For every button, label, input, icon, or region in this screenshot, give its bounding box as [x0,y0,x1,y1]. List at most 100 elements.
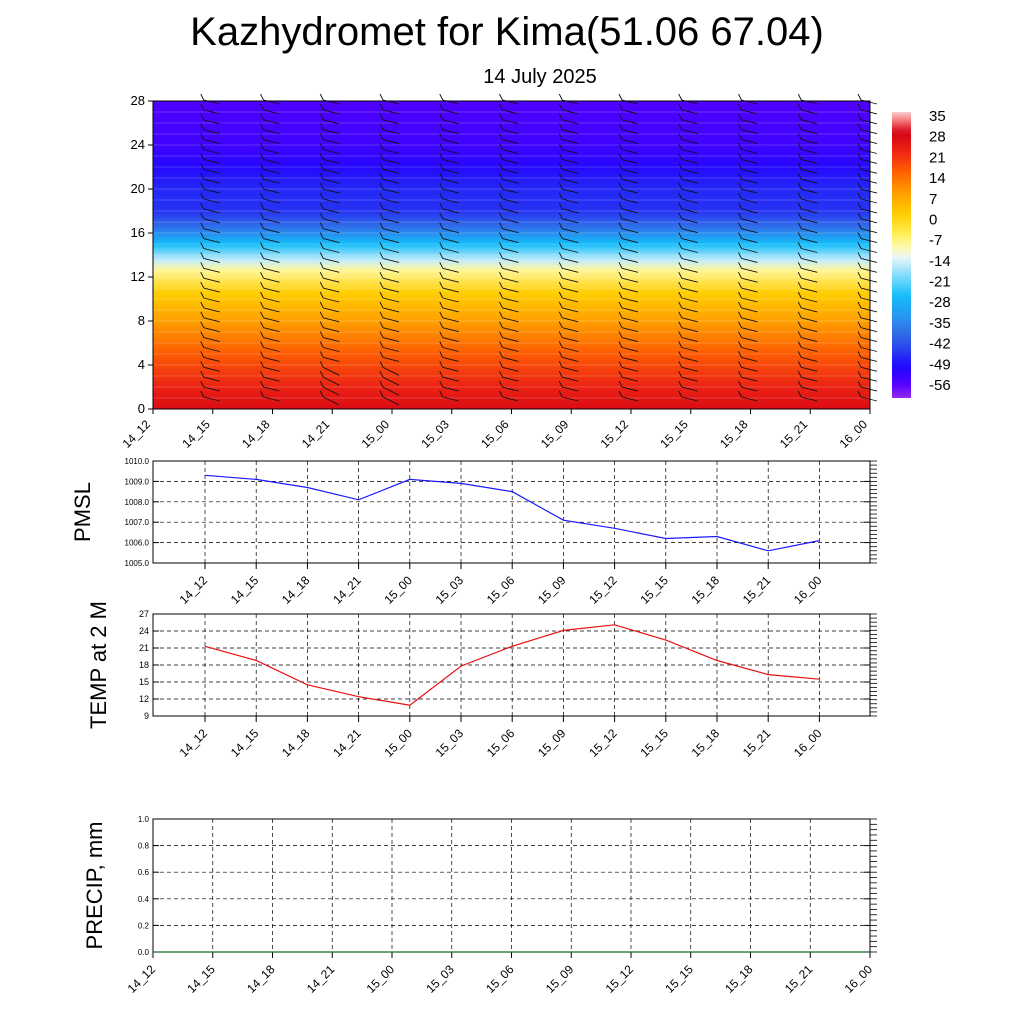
wind-barb-flag [439,380,444,388]
wind-barb-staff [741,228,758,234]
wind-barb-staff [741,337,758,343]
wind-barb-flag [379,93,384,101]
x-tick-label: 15_03 [433,573,467,607]
wind-barb [678,202,698,214]
x-tick-label: 15_21 [740,573,774,607]
wind-barb [797,113,818,125]
wind-barb-staff [382,356,400,362]
wind-barb [499,143,519,154]
wind-barb-flag [260,301,264,309]
wind-barb-staff [741,218,758,224]
wind-barb-flag [618,311,623,319]
wind-barb-flag [200,222,205,229]
wind-barb-staff [323,356,340,362]
wind-barb-staff [382,149,400,154]
wind-barb-staff [621,238,639,244]
wind-barb-flag [857,252,862,259]
wind-barb [678,222,698,234]
wind-barb-flag [618,153,623,160]
wind-barb-staff [801,139,818,145]
wind-barb [260,133,280,145]
x-tick-label: 15_21 [777,417,811,451]
wind-barb-flag [558,370,563,378]
wind-barb-flag [319,143,324,150]
wind-barb [558,370,579,382]
wind-barb [499,103,519,115]
wind-barb [738,153,758,164]
wind-barb [738,212,758,224]
wind-barb [857,380,878,392]
wind-barb [797,271,818,283]
wind-barb [857,232,878,244]
wind-barb-staff [681,139,698,145]
wind-barb [319,143,340,154]
wind-barb-staff [442,297,459,303]
wind-barb-flag [738,281,742,289]
wind-barb [200,202,220,214]
wind-barb-staff [203,188,220,194]
wind-barb-staff [860,287,878,293]
wind-barb [857,331,878,343]
wind-barb-flag [618,202,623,210]
wind-barb-staff [801,188,818,194]
wind-barb-flag [738,380,742,388]
wind-barb [618,291,639,303]
wind-barb-flag [379,262,384,269]
wind-barb [379,163,400,174]
wind-barb-staff [741,129,758,135]
wind-barb [200,262,220,273]
wind-barb [857,291,878,303]
wind-barb [499,163,519,174]
colorbar: 35 28 21 14 7 0 -7 -14 -21 -28 -35 -42 -49 -56 [892,108,951,398]
wind-barb-flag [499,192,503,200]
wind-barb-flag [319,321,324,328]
wind-barb [857,361,878,372]
wind-barb [379,252,400,263]
wind-barb [738,222,758,234]
wind-barb [200,301,220,313]
wind-barb [499,351,519,362]
wind-barb-staff [502,287,519,293]
wind-barb [200,281,220,293]
wind-barb-staff [621,198,639,204]
wind-barb-flag [260,271,264,279]
wind-barb [558,390,579,402]
wind-barb-flag [499,351,503,358]
wind-barb-staff [502,158,519,164]
wind-barb [797,212,818,224]
wind-barb-flag [558,232,563,239]
wind-barb [618,281,639,293]
wind-barb-staff [442,356,459,362]
wind-barb [738,192,758,204]
wind-barb [797,351,818,362]
wind-barb-staff [801,238,818,244]
wind-barb-staff [562,366,579,372]
wind-barb-flag [558,321,563,328]
wind-barb-flag [200,380,205,388]
wind-barb-staff [741,386,758,392]
wind-barb [439,291,459,303]
wind-barb-flag [738,192,742,200]
wind-barb [319,103,340,115]
wind-barb [200,232,220,244]
wind-barb-flag [797,163,802,170]
wind-barb-staff [263,376,280,382]
wind-barb-flag [678,271,683,279]
wind-barb-staff [382,267,400,273]
wind-barb [678,321,698,333]
wind-barb-staff [323,317,340,323]
wind-barb-staff [382,277,400,283]
x-tick-label: 15_18 [717,417,751,451]
wind-barb-staff [562,287,579,293]
wind-barb-staff [801,366,818,372]
wind-barb-staff [801,129,818,135]
wind-barb-flag [439,232,444,239]
plot-frame [152,613,871,717]
wind-barb-staff [203,139,220,145]
wind-barb-staff [741,376,758,382]
wind-barb [797,370,818,382]
wind-barb-staff [382,386,400,396]
wind-barb-flag [558,262,563,269]
wind-barb-staff [681,376,698,382]
wind-barb [319,380,340,396]
